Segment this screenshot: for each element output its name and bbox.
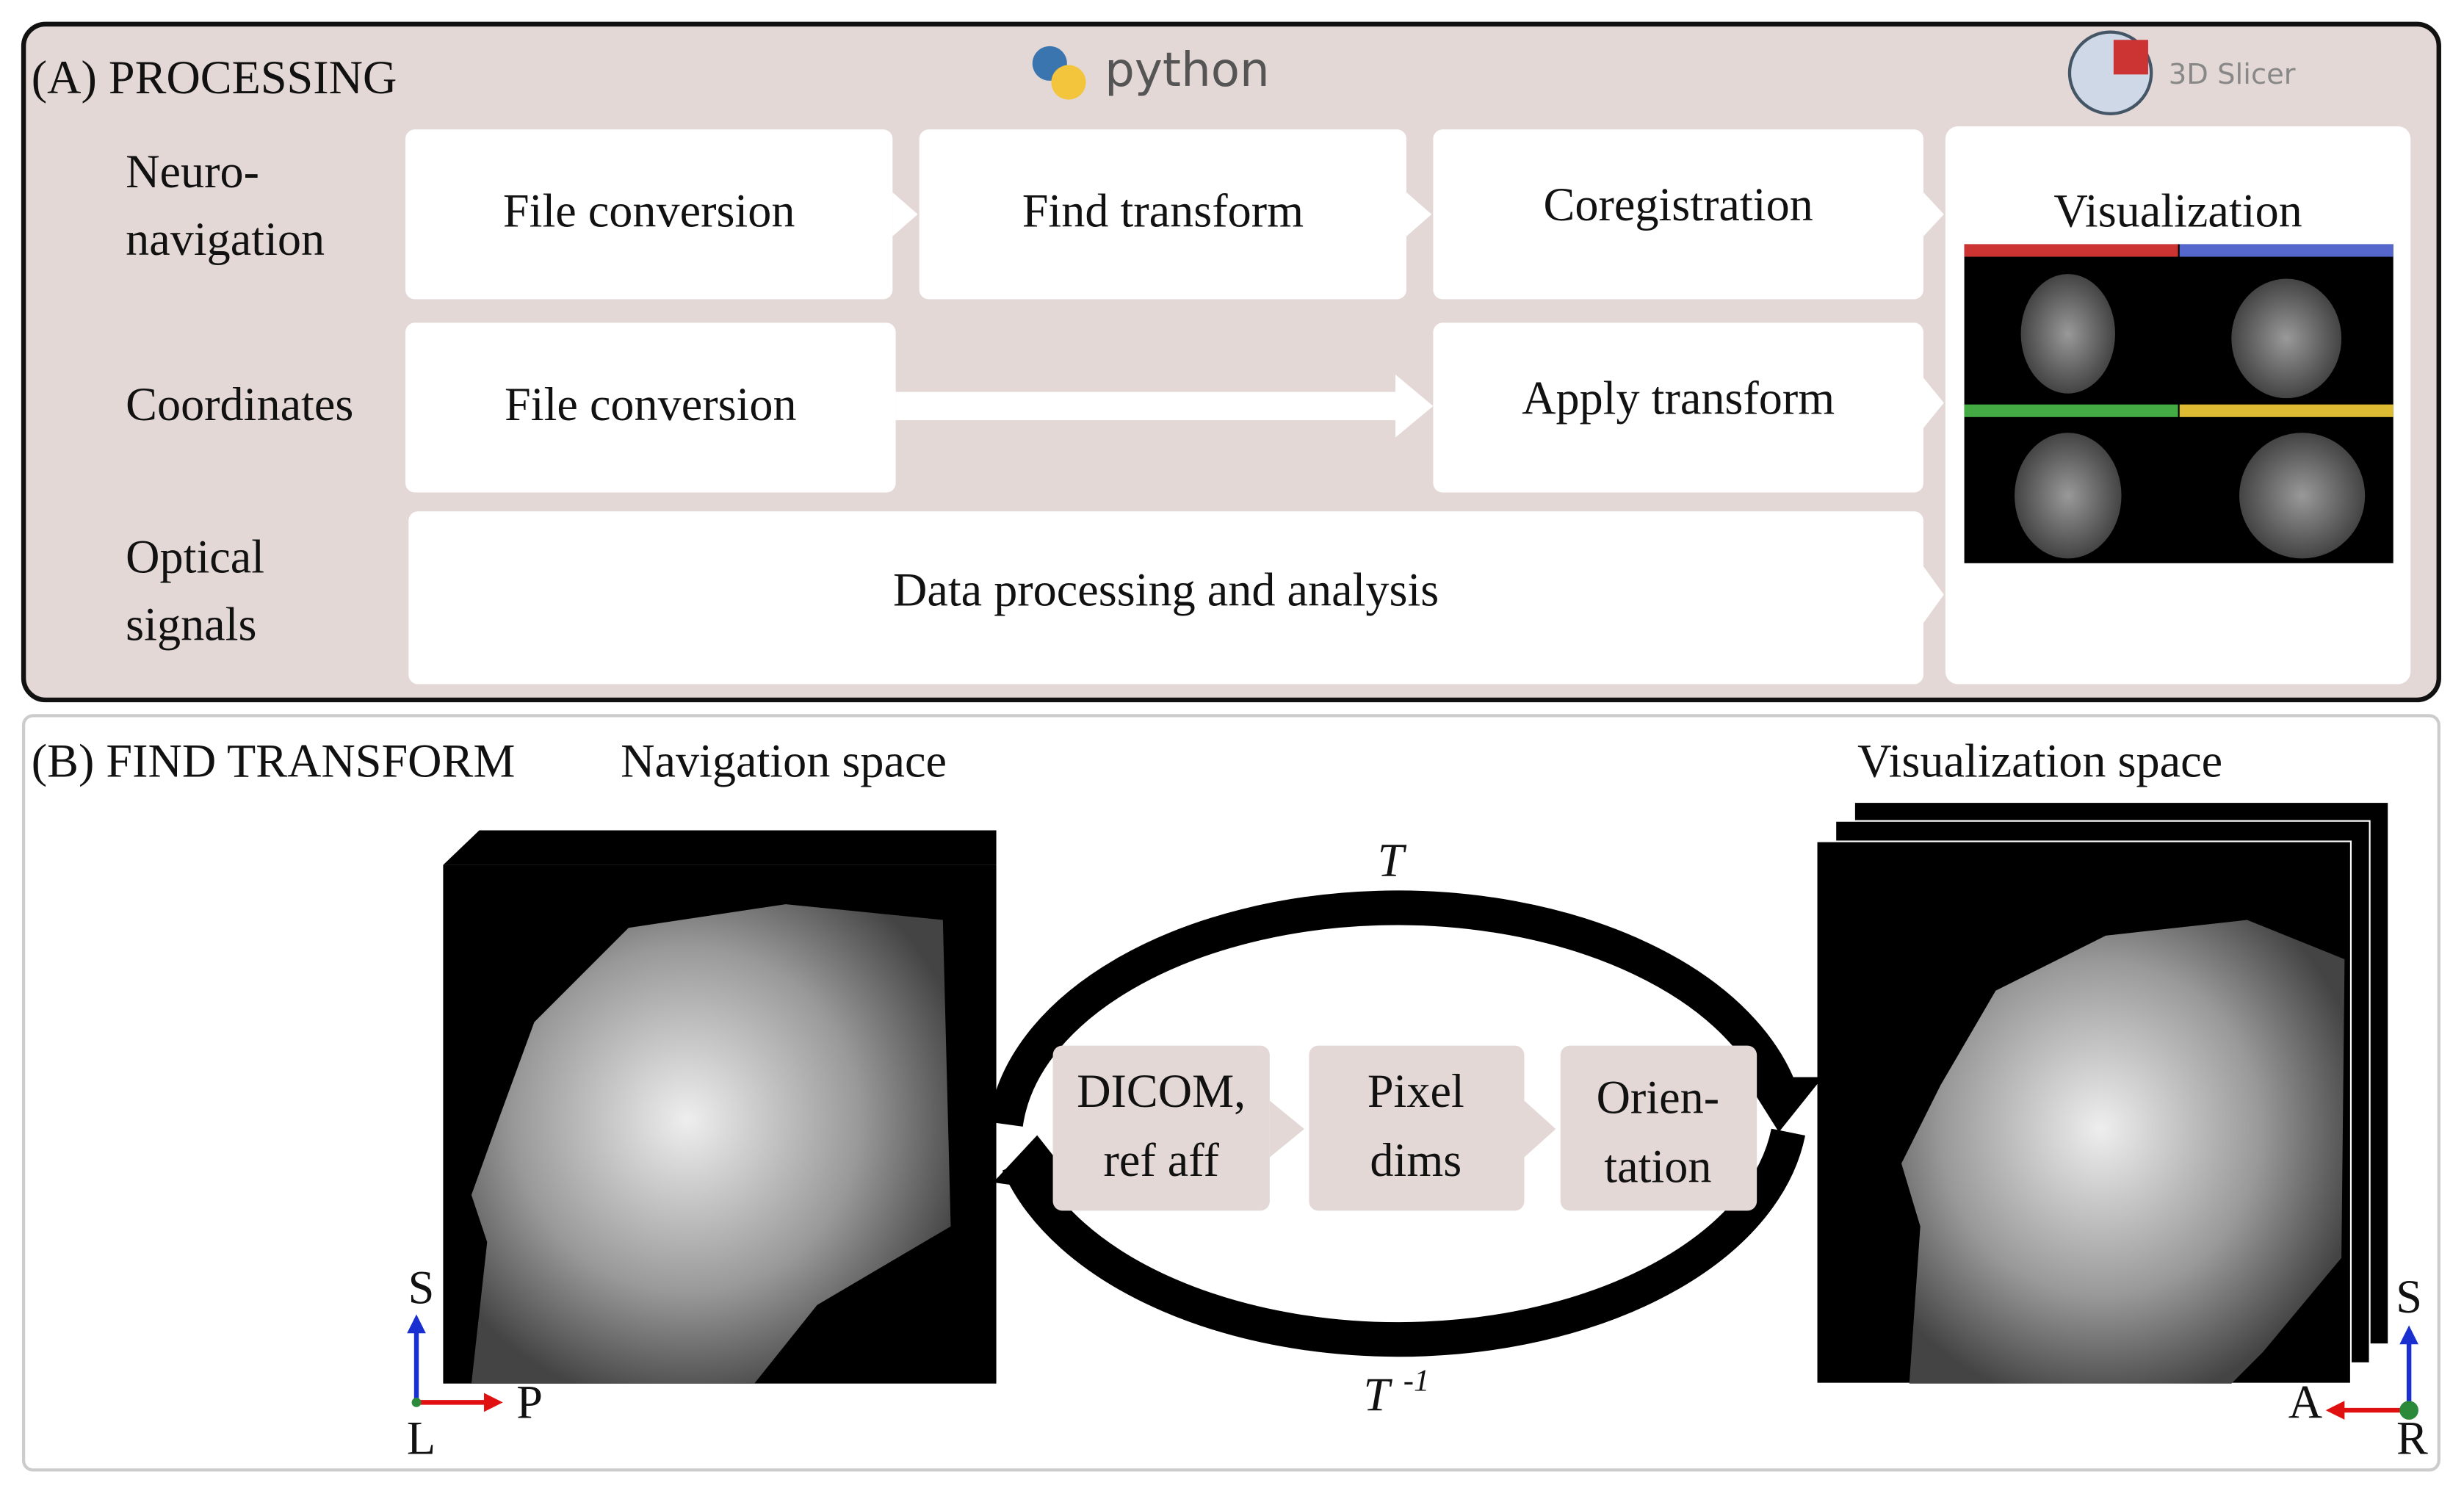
row-label: signals [126, 598, 256, 650]
arrow [892, 192, 918, 237]
transform-label: T [1378, 834, 1407, 886]
step-box [405, 129, 893, 300]
step-label: Find transform [1022, 185, 1304, 237]
axis-origin [411, 1397, 422, 1407]
view-bar [1964, 244, 2178, 257]
left-axes [407, 1314, 503, 1412]
slicer-logo: 3D Slicer [2169, 58, 2296, 91]
arrowhead [407, 1314, 426, 1334]
cycle-arrow [989, 890, 1801, 1127]
step-label: Apply transform [1522, 372, 1835, 424]
step-box [1433, 129, 1923, 300]
step-label: ref aff [1104, 1134, 1220, 1186]
inverse-label: T [1363, 1368, 1392, 1420]
axis-label: R [2396, 1412, 2428, 1465]
space-label: Navigation space [621, 735, 947, 787]
row-label: Coordinates [126, 378, 353, 430]
panel-b-title: (B) FIND TRANSFORM [32, 735, 516, 787]
step-label: File conversion [503, 185, 795, 237]
head-image [1901, 920, 2345, 1384]
axis-label: S [2396, 1271, 2422, 1323]
view-bar [2179, 404, 2393, 417]
arrowhead [484, 1393, 503, 1412]
find-steps [1052, 1045, 1757, 1211]
arrow [895, 391, 1399, 421]
row-label: Neuro- [126, 145, 259, 198]
step-label: Coregistration [1544, 178, 1813, 231]
axis-label: S [408, 1261, 435, 1313]
boxes [405, 126, 2411, 685]
arrowhead [2399, 1325, 2418, 1345]
arrow [1923, 192, 1944, 237]
arrow [1923, 378, 1944, 428]
step-box [919, 129, 1407, 300]
python-icon [1051, 65, 1086, 100]
slicer-icon [2113, 40, 2148, 75]
step-label: Orien- [1597, 1071, 1720, 1123]
step-label: File conversion [505, 378, 797, 430]
right-axes [2325, 1325, 2418, 1420]
step-box [1309, 1045, 1525, 1211]
arrowhead [2325, 1401, 2345, 1420]
row-label: navigation [126, 213, 325, 265]
row-label: Optical [126, 530, 264, 582]
step-label: DICOM, [1077, 1065, 1246, 1117]
cycle-arrow [1002, 1128, 1806, 1357]
arrowhead [1744, 1077, 1824, 1133]
panel-a-title: (A) PROCESSING [32, 51, 397, 104]
arrow [1269, 1100, 1304, 1158]
head-image [471, 904, 951, 1384]
step-label: Pixel [1368, 1065, 1464, 1117]
axis-label: L [407, 1412, 436, 1465]
python-logo: python [1105, 43, 1270, 98]
step-box [1433, 322, 1923, 493]
step-label: Data processing and analysis [893, 563, 1439, 615]
axis-origin [2399, 1401, 2418, 1420]
step-box [405, 322, 896, 493]
volume-top [443, 830, 997, 865]
visualization-volume [1816, 801, 2390, 1384]
visualization-label: Visualization [2053, 185, 2302, 237]
view-bar [1964, 404, 2178, 417]
arrow [1395, 375, 1434, 438]
arrow [1923, 566, 1944, 624]
mri-view [2231, 278, 2342, 399]
arrow [1524, 1100, 1556, 1158]
step-box [1560, 1045, 1757, 1211]
axis-label: A [2288, 1376, 2322, 1429]
arrow [1406, 192, 1432, 237]
step-box [1052, 1045, 1270, 1211]
mri-view [2239, 433, 2366, 559]
step-box [408, 511, 1923, 685]
step-label: tation [1604, 1141, 1711, 1193]
view-bar [2179, 244, 2393, 257]
step-label: dims [1370, 1134, 1462, 1186]
slicer-views [1964, 244, 2393, 563]
mri-view [2020, 274, 2115, 394]
space-label: Visualization space [1857, 735, 2222, 787]
inverse-exponent: -1 [1403, 1364, 1430, 1398]
navigation-volume [443, 830, 997, 1384]
axis-label: P [516, 1376, 543, 1429]
mri-view [2015, 433, 2122, 559]
